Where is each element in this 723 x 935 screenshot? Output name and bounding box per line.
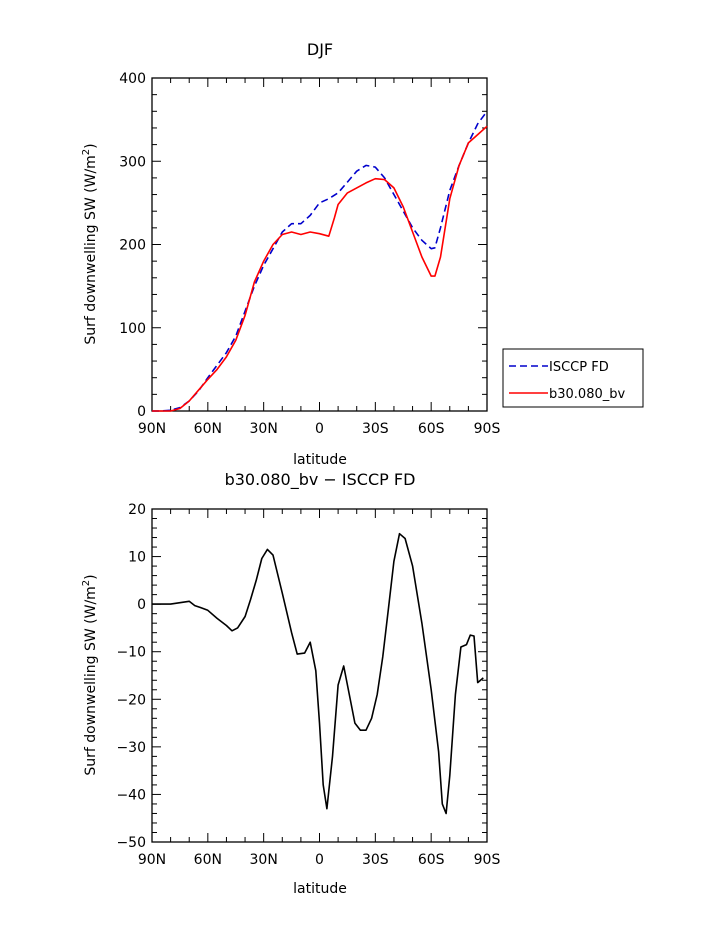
- x-tick-label: 0: [315, 852, 324, 868]
- y-tick-label: 300: [119, 154, 146, 170]
- panel-bottom-y-axis-label-close: ): [83, 574, 99, 579]
- x-tick-label: 90N: [138, 852, 166, 868]
- x-tick-label: 60S: [418, 852, 445, 868]
- panel-top-frame: [151, 77, 488, 412]
- y-tick-label: −10: [116, 645, 146, 661]
- x-tick-label: 60N: [194, 852, 222, 868]
- y-tick-label: 200: [119, 238, 146, 254]
- panel-top-ticks: 90N 60N 30N 0 30S 60S 90S 0 100 200 300 400: [119, 71, 500, 437]
- panel-top-y-axis-label-sup: 2: [81, 149, 92, 155]
- x-tick-label: 60S: [418, 421, 445, 437]
- x-tick-label: 90N: [138, 421, 166, 437]
- x-tick-label: 0: [315, 421, 324, 437]
- x-tick-label: 90S: [474, 421, 501, 437]
- panel-top-x-axis-label: latitude: [293, 452, 347, 468]
- legend-label-isccp-fd: ISCCP FD: [549, 360, 609, 375]
- x-tick-label: 30N: [250, 852, 278, 868]
- panel-bottom: b30.080_bv − ISCCP FD 90N 60N 30N 0 30S 60S 90…: [81, 470, 500, 897]
- legend: ISCCP FD b30.080_bv: [502, 348, 644, 408]
- y-tick-label: 400: [119, 71, 146, 87]
- series-line-top-1: [152, 125, 488, 412]
- y-tick-label: −20: [116, 692, 146, 708]
- panel-top-series: [152, 110, 488, 412]
- x-tick-label: 90S: [474, 852, 501, 868]
- y-tick-label: −50: [116, 835, 146, 851]
- panel-bottom-ticks: 90N 60N 30N 0 30S 60S 90S −50 −40 −30 −20 −10 0 10 20: [116, 502, 500, 868]
- y-tick-label: 100: [119, 321, 146, 337]
- y-tick-label: 20: [128, 502, 146, 518]
- series-line-bottom-0: [152, 532, 484, 815]
- y-tick-label: −40: [116, 787, 146, 803]
- panel-bottom-frame: [151, 508, 488, 843]
- panel-top-y-axis-label: Surf downwelling SW (W/m2): [81, 143, 99, 344]
- x-tick-label: 60N: [194, 421, 222, 437]
- panel-bottom-x-axis-label: latitude: [293, 881, 347, 897]
- panel-bottom-series: [152, 532, 484, 815]
- panel-bottom-title: b30.080_bv − ISCCP FD: [225, 470, 416, 490]
- legend-label-b30-080-bv: b30.080_bv: [549, 387, 625, 402]
- panel-bottom-y-axis-label-sup: 2: [81, 580, 92, 586]
- x-tick-label: 30S: [362, 421, 389, 437]
- y-tick-label: 0: [137, 597, 146, 613]
- series-line-top-0: [152, 110, 488, 412]
- panel-top-title: DJF: [307, 40, 333, 59]
- legend-box: [502, 348, 644, 408]
- y-tick-label: 0: [137, 404, 146, 420]
- x-tick-label: 30S: [362, 852, 389, 868]
- y-tick-label: −30: [116, 740, 146, 756]
- panel-top-y-axis-label-close: ): [83, 143, 99, 148]
- panel-top: DJF 90N 60N 30N 0 30S 60S 90S 0 100 200 300 400 lat…: [81, 40, 644, 468]
- y-tick-label: 10: [128, 550, 146, 566]
- panel-top-y-axis-label-main: Surf downwelling SW (W/m: [83, 155, 99, 344]
- panel-bottom-y-axis-label: Surf downwelling SW (W/m2): [81, 574, 99, 775]
- panel-bottom-y-axis-label-main: Surf downwelling SW (W/m: [83, 586, 99, 775]
- x-tick-label: 30N: [250, 421, 278, 437]
